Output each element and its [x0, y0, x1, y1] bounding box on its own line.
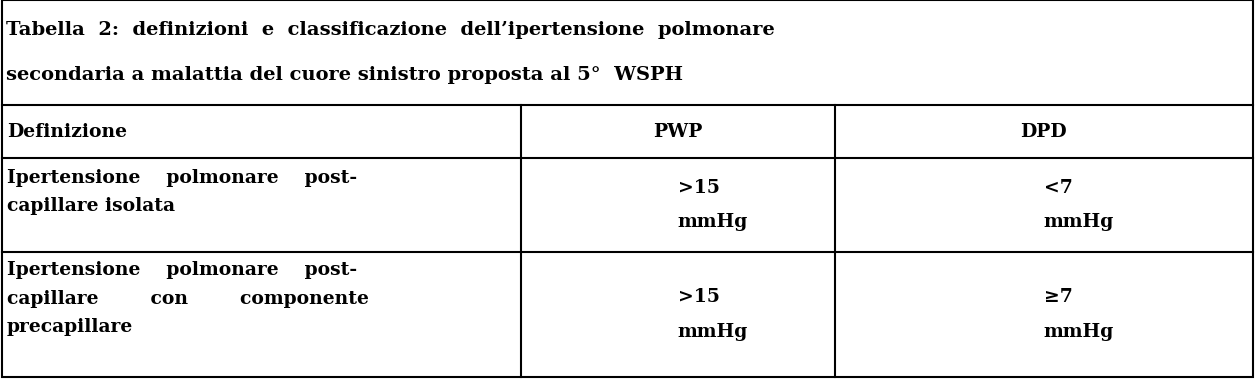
Text: capillare isolata: capillare isolata — [8, 197, 174, 215]
Text: mmHg: mmHg — [1044, 323, 1114, 341]
Text: PWP: PWP — [653, 122, 703, 141]
Text: capillare        con        componente: capillare con componente — [8, 290, 369, 308]
Text: precapillare: precapillare — [8, 318, 133, 336]
Text: Tabella  2:  definizioni  e  classificazione  dell’ipertensione  polmonare: Tabella 2: definizioni e classificazione… — [6, 21, 774, 39]
Text: DPD: DPD — [1020, 122, 1067, 141]
Text: >15: >15 — [678, 288, 719, 307]
Text: mmHg: mmHg — [1044, 213, 1114, 231]
Text: mmHg: mmHg — [678, 213, 748, 231]
Text: Definizione: Definizione — [8, 122, 127, 141]
Text: mmHg: mmHg — [678, 323, 748, 341]
Text: secondaria a malattia del cuore sinistro proposta al 5°  WSPH: secondaria a malattia del cuore sinistro… — [6, 66, 683, 84]
Text: Ipertensione    polmonare    post-: Ipertensione polmonare post- — [8, 262, 358, 279]
Text: ≥7: ≥7 — [1044, 288, 1073, 307]
Text: >15: >15 — [678, 179, 719, 197]
Text: <7: <7 — [1044, 179, 1073, 197]
Text: Ipertensione    polmonare    post-: Ipertensione polmonare post- — [8, 169, 358, 186]
